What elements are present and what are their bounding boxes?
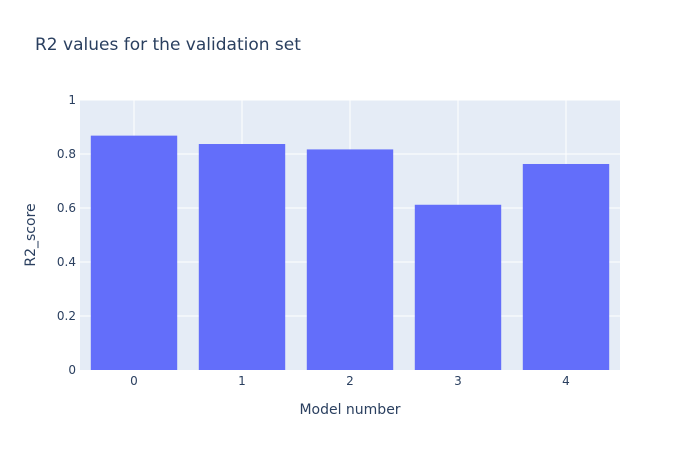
bar-model-1[interactable] [198,144,286,370]
x-tick-label: 0 [130,374,138,388]
y-tick-label: 0.4 [57,255,76,269]
bar-model-3[interactable] [414,204,502,370]
x-tick-label: 4 [562,374,570,388]
x-tick-label: 1 [238,374,246,388]
bar-model-4[interactable] [522,163,610,370]
x-tick-label: 3 [454,374,462,388]
y-tick-label: 0.8 [57,147,76,161]
y-tick-label: 1 [68,93,76,107]
bar-model-2[interactable] [306,149,394,370]
y-tick-label: 0 [68,363,76,377]
x-tick-labels: 0 1 2 3 4 [130,374,570,388]
x-axis-title: Model number [299,402,400,418]
bar-model-0[interactable] [90,135,178,370]
chart-title: R2 values for the validation set [35,35,301,55]
y-tick-label: 0.6 [57,201,76,215]
x-tick-label: 2 [346,374,354,388]
bar-layer [90,135,610,370]
y-tick-label: 0.2 [57,309,76,323]
y-tick-labels: 0 0.2 0.4 0.6 0.8 1 [57,93,76,377]
y-axis-title: R2_score [23,203,39,266]
